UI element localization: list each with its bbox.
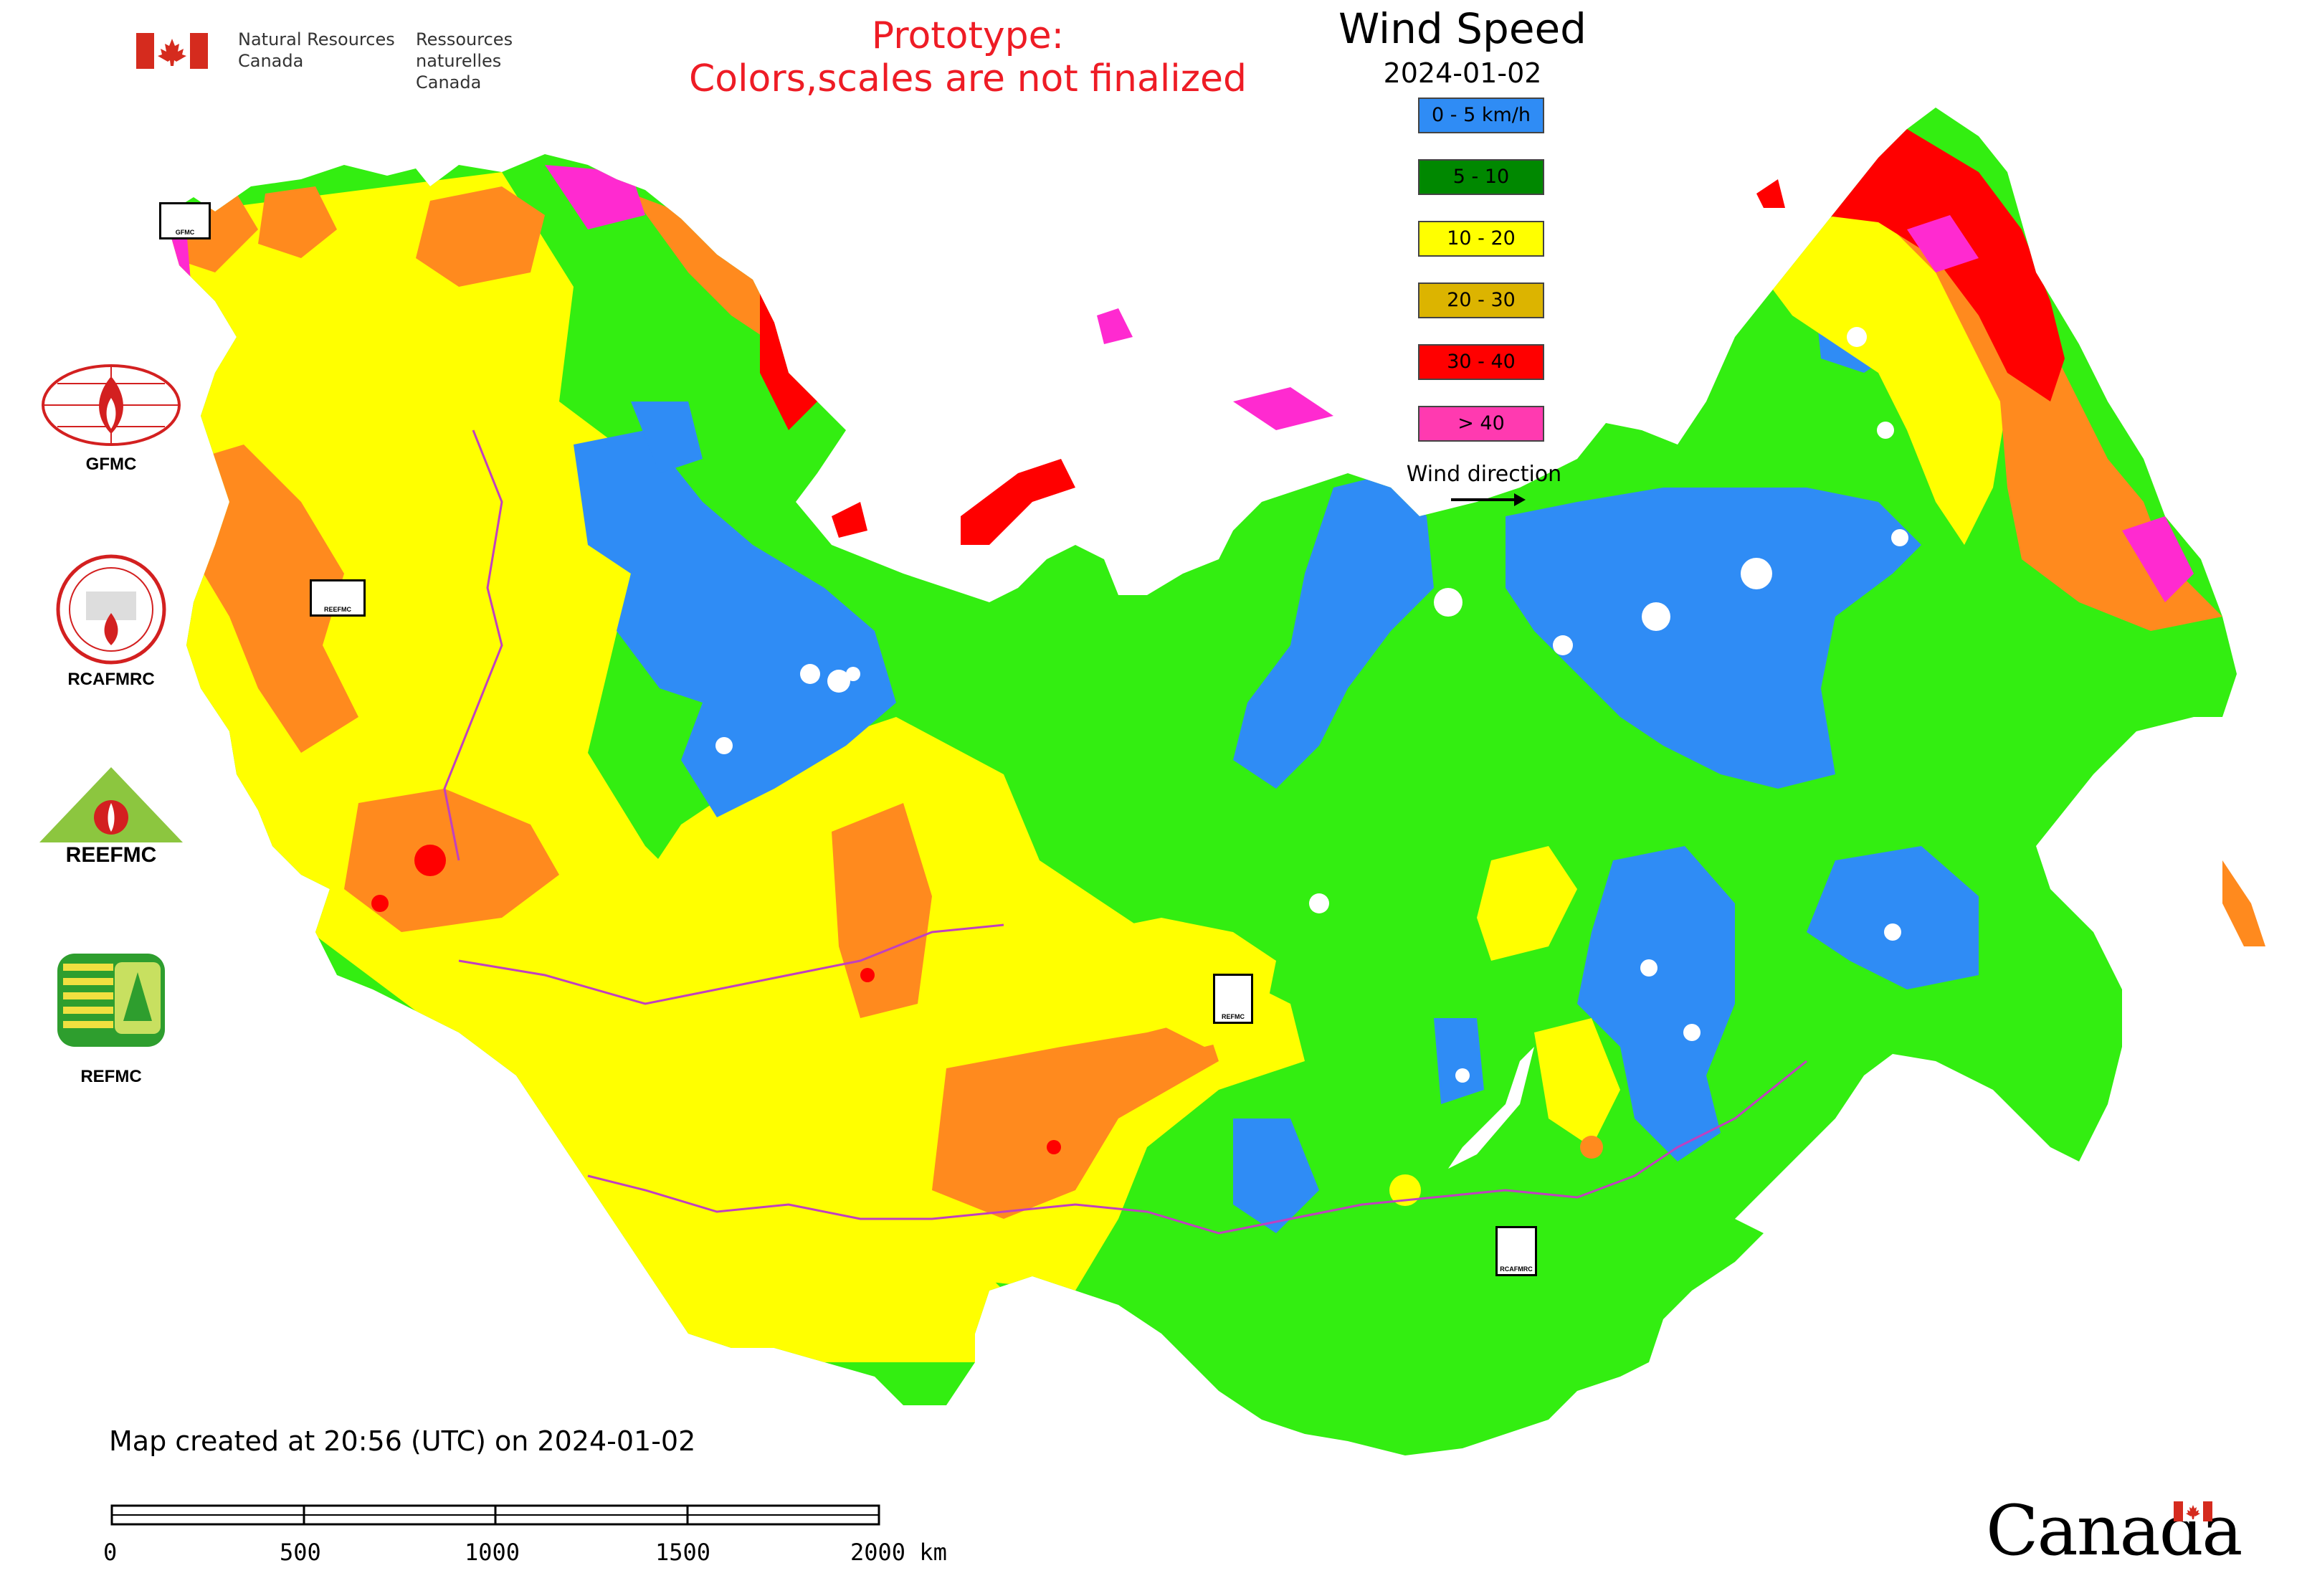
legend-item: 10 - 20 [1418,221,1544,257]
reefmc-logo-icon: REEFMC [39,767,183,867]
canada-flag-icon [136,33,208,69]
scale-bar [110,1504,880,1526]
canada-wordmark: Canada [1986,1491,2242,1570]
dept-name-fr: Ressources naturelles Canada [416,29,513,92]
dept-name-en: Natural Resources Canada [238,29,395,71]
scale-label-1500: 1500 [655,1539,711,1566]
map-created-timestamp: Map created at 20:56 (UTC) on 2024-01-02 [109,1425,696,1457]
wind-direction-arrow-icon [1451,493,1526,506]
legend-item: 20 - 30 [1418,282,1544,318]
rcafmrc-label: RCAFMRC [67,670,155,689]
scale-label-500: 500 [280,1539,321,1566]
legend-item: 5 - 10 [1418,159,1544,195]
legend-date: 2024-01-02 [1383,57,1542,89]
gfmc-label: GFMC [85,455,137,474]
station-marker-rcafmrc: RCAFMRC [1495,1226,1537,1276]
scale-label-1000: 1000 [465,1539,520,1566]
legend-item: 30 - 40 [1418,344,1544,380]
legend-item: 0 - 5 km/h [1418,98,1544,133]
canada-wordmark-flag-icon [2174,1501,2212,1521]
legend-title: Wind Speed [1338,4,1587,53]
refmc-logo-icon [57,954,165,1047]
rcafmrc-logo-icon [56,554,166,665]
svg-text:REEFMC: REEFMC [66,843,157,867]
scale-label-2000: 2000 km [850,1539,947,1566]
scale-label-0: 0 [103,1539,118,1566]
station-marker-gfmc: GFMC [159,202,211,239]
gfmc-logo-icon [42,364,181,446]
station-marker-refmc: REFMC [1213,974,1253,1024]
government-signature: Natural Resources Canada Ressources natu… [136,27,595,92]
refmc-label: REFMC [80,1067,142,1086]
legend-item: > 40 [1418,406,1544,442]
prototype-notice: Prototype: Colors,scales are not finaliz… [688,14,1247,100]
station-marker-reefmc: REEFMC [310,579,366,617]
wind-direction-label: Wind direction [1406,462,1562,487]
